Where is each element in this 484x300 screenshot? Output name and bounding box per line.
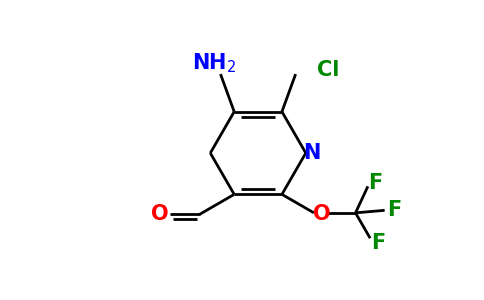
Text: Cl: Cl <box>317 60 340 80</box>
Text: F: F <box>371 233 385 253</box>
Text: O: O <box>313 204 331 224</box>
Text: F: F <box>387 200 401 220</box>
Text: NH$_2$: NH$_2$ <box>192 52 237 75</box>
Text: O: O <box>151 204 168 224</box>
Text: F: F <box>368 173 383 193</box>
Text: N: N <box>303 143 320 163</box>
